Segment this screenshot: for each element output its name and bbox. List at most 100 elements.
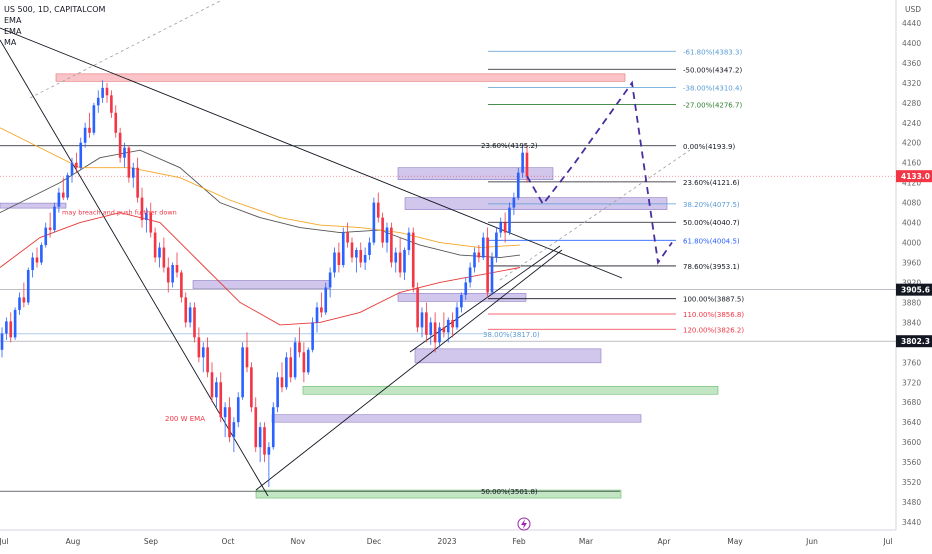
candle: [267, 442, 271, 488]
candle-body: [521, 152, 524, 173]
candle-body: [18, 297, 21, 310]
candle: [425, 302, 428, 343]
symbol-title: US 500, 1D, CAPITALCOM: [4, 5, 106, 14]
candle: [481, 232, 485, 261]
candle: [171, 262, 174, 288]
candle: [131, 162, 135, 188]
candle: [407, 227, 411, 256]
zone-box: [414, 348, 602, 364]
candle-body: [446, 319, 450, 333]
candle: [333, 247, 336, 278]
candle-body: [280, 377, 284, 388]
candle: [385, 222, 389, 253]
candle-body: [201, 347, 205, 358]
candle-body: [197, 337, 201, 358]
candle: [394, 247, 398, 273]
candle-body: [175, 265, 179, 273]
indicator-ema-2: EMA: [4, 27, 22, 36]
candle-body: [403, 250, 406, 273]
ema-red-line: [0, 212, 521, 326]
candle: [516, 167, 520, 201]
candle-body: [114, 112, 118, 133]
y-tick-label: 3880: [902, 298, 921, 307]
candle-body: [153, 232, 157, 258]
fib-level-label: -38.00%(4310.4): [683, 85, 742, 93]
candle: [9, 312, 13, 343]
candle: [438, 322, 441, 348]
candle: [328, 267, 332, 298]
candle: [219, 372, 223, 423]
candle-body: [508, 207, 511, 233]
candle: [429, 317, 433, 345]
candle: [48, 212, 52, 238]
x-tick-label: 2023: [437, 537, 456, 546]
candle-body: [381, 217, 384, 243]
y-tick-label: 4240: [902, 119, 921, 128]
candle-body: [48, 227, 52, 231]
candle: [346, 222, 349, 248]
y-tick-label: 3840: [902, 318, 921, 327]
candle-body: [219, 382, 223, 418]
ma-line: [0, 149, 521, 258]
candle-body: [276, 377, 279, 408]
price-axis: [896, 0, 932, 550]
candle-body: [188, 307, 192, 323]
candle-body: [464, 282, 468, 295]
candle-body: [363, 255, 367, 263]
candle: [503, 212, 507, 243]
candle: [276, 372, 279, 413]
candle: [289, 347, 293, 383]
candle: [35, 247, 39, 268]
candle: [188, 302, 192, 328]
candle: [22, 282, 26, 308]
candle: [285, 352, 288, 390]
candle-body: [258, 427, 262, 448]
candle: [53, 202, 56, 233]
candle-body: [477, 252, 481, 258]
candle-body: [70, 162, 74, 176]
zone-box: [192, 280, 331, 289]
candle: [158, 242, 161, 268]
candle: [193, 302, 196, 343]
chart-annotation: 38.00%(3817.0): [483, 331, 540, 339]
candle-body: [429, 322, 433, 335]
candle: [136, 157, 139, 203]
candle-body: [333, 252, 336, 273]
candle: [96, 90, 100, 113]
zone-box: [0, 202, 67, 209]
candle-body: [26, 269, 30, 303]
fib-level-label: 78.60%(3953.1): [683, 263, 740, 271]
candle-body: [250, 367, 253, 408]
candle-body: [346, 232, 349, 243]
candle-body: [158, 247, 161, 258]
candle-body: [5, 321, 8, 334]
fib-level-label: -61.80%(4383.3): [683, 48, 742, 56]
chart-annotation: 23.60%(4195.2): [481, 142, 538, 150]
candle: [355, 247, 358, 273]
candle: [298, 327, 301, 358]
candle: [166, 257, 170, 293]
candle: [206, 337, 209, 378]
candle: [420, 307, 424, 338]
price-tag: [896, 170, 932, 183]
x-tick-label: Oct: [222, 537, 235, 546]
x-tick-label: Aug: [66, 537, 81, 546]
indicator-ema-1: EMA: [4, 16, 22, 25]
x-tick-label: Jun: [805, 537, 818, 546]
candle: [31, 252, 34, 278]
candle-body: [350, 242, 354, 258]
candle: [114, 105, 118, 138]
zone-box: [271, 414, 642, 423]
candle-body: [355, 250, 358, 258]
trend-line: [255, 249, 563, 491]
candle-body: [481, 237, 485, 258]
candle: [57, 187, 61, 213]
candle: [88, 112, 91, 138]
candle: [350, 237, 354, 263]
candle: [140, 187, 144, 228]
candle-body: [171, 265, 174, 283]
candle-body: [127, 147, 131, 178]
candle: [5, 317, 8, 340]
